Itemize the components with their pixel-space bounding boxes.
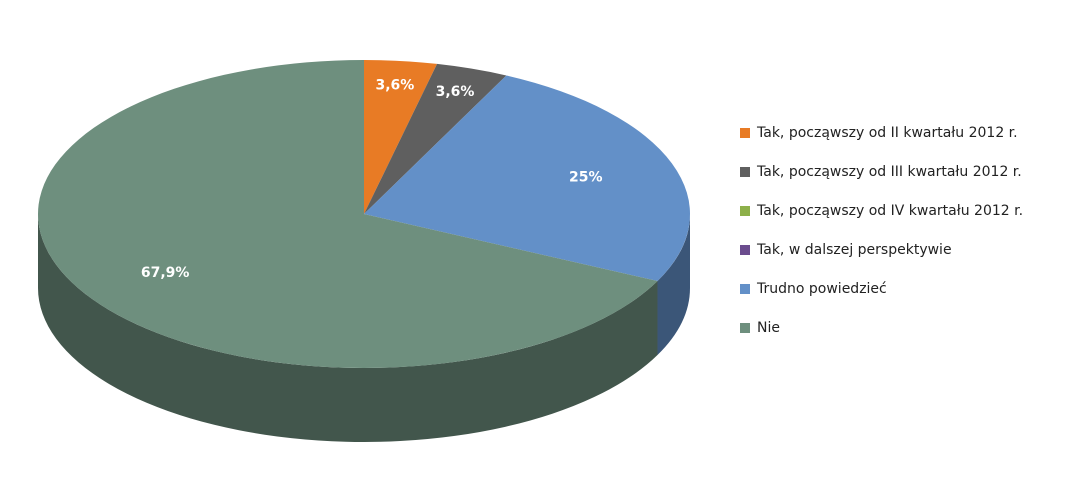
legend-label: Trudno powiedzieć [756, 281, 887, 297]
slice [38, 60, 658, 369]
legend-swatch [740, 284, 750, 294]
slice-side [38, 214, 658, 442]
legend-label: Nie [757, 320, 780, 336]
data-label: 3,6% [375, 77, 414, 93]
legend-label: Tak, począwszy od IV kwartału 2012 r. [756, 203, 1023, 219]
legend-swatch [740, 128, 750, 138]
slice-side [657, 214, 690, 356]
legend-label: Tak, począwszy od II kwartału 2012 r. [756, 125, 1018, 141]
data-label: 25% [569, 170, 603, 186]
legend-swatch [740, 206, 750, 216]
data-label: 67,9% [141, 265, 190, 281]
legend-label: Tak, w dalszej perspektywie [756, 242, 952, 258]
legend-swatch [740, 245, 750, 255]
legend-label: Tak, począwszy od III kwartału 2012 r. [756, 164, 1022, 180]
slice [364, 60, 438, 214]
data-label: 3,6% [436, 84, 475, 100]
slice [364, 63, 507, 214]
legend-swatch [740, 167, 750, 177]
legend-swatch [740, 323, 750, 333]
slice [364, 75, 690, 282]
